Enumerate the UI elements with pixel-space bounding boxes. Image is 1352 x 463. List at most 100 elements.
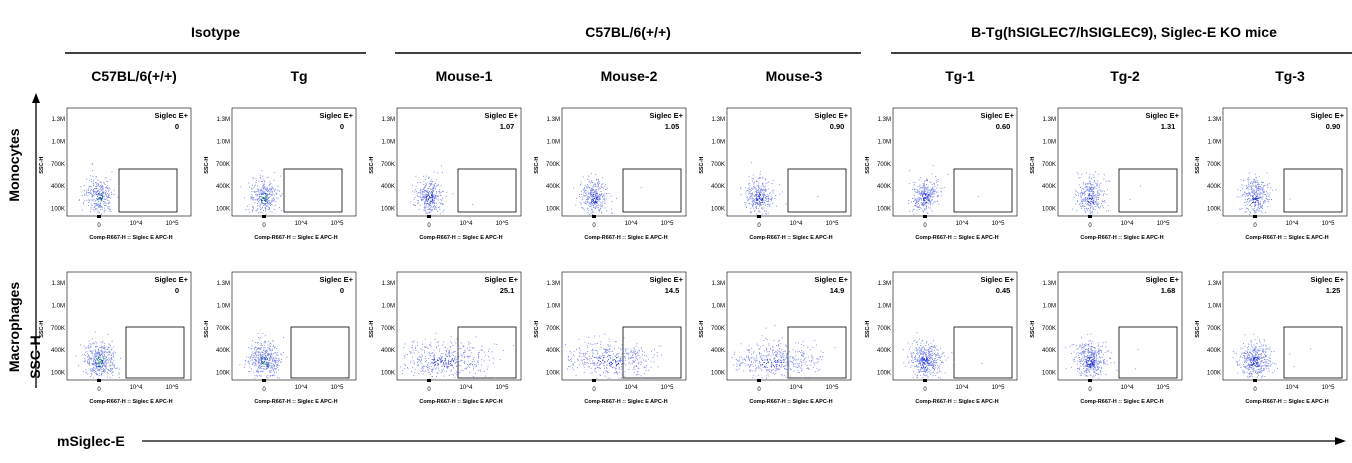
event-dot [273,366,275,368]
event-dot [590,195,592,197]
event-dot [86,351,88,353]
event-dot [639,357,641,359]
event-dot [921,187,923,189]
event-dot [108,360,109,362]
event-dot [254,375,256,377]
event-dot [1250,204,1251,206]
event-dot [260,353,261,355]
event-dot [605,352,607,354]
event-dot [424,196,426,198]
event-dot [784,368,786,370]
event-dot [266,197,268,199]
event-dot [1080,207,1082,209]
event-dot [255,199,256,201]
event-dot [773,361,775,362]
event-dot [1073,196,1075,198]
event-dot [108,369,110,371]
event-dot [90,350,92,352]
event-dot [919,192,921,194]
event-dot [418,209,420,210]
event-dot [753,203,754,205]
event-dot [95,362,96,364]
event-dot [423,197,425,199]
event-dot [424,205,426,207]
event-dot [802,377,804,379]
event-dot [619,359,621,361]
gated-event-dot [654,354,655,356]
event-dot [770,348,771,350]
event-dot [256,374,258,376]
event-dot [763,355,765,357]
event-dot [929,347,931,349]
event-dot [770,200,772,202]
event-dot [430,207,432,209]
event-dot [1092,211,1093,213]
event-dot [264,191,266,193]
event-dot [1095,203,1097,205]
event-dot [414,197,416,199]
event-dot [1086,200,1088,202]
event-dot [108,346,110,348]
event-dot [812,347,814,348]
event-dot [922,358,924,360]
event-dot [740,194,742,196]
event-dot [472,361,473,363]
event-dot [1249,213,1250,215]
event-dot [416,203,418,205]
event-dot [93,370,95,371]
event-dot [594,357,595,358]
event-dot [84,358,86,359]
event-dot [257,190,259,192]
event-dot [106,177,107,179]
event-dot [450,365,452,367]
event-dot [272,367,273,369]
event-dot [1241,195,1243,197]
event-dot [110,357,112,358]
event-dot [834,347,836,349]
y-tick-label: 700K [877,162,891,168]
event-dot [1261,196,1263,198]
event-dot [759,177,760,178]
event-dot [604,200,606,202]
event-dot [608,193,610,194]
event-dot [254,358,255,360]
event-dot [439,202,441,204]
event-dot [1257,182,1258,183]
event-dot [1254,173,1256,175]
event-dot [627,348,629,350]
event-dot [646,365,647,367]
event-dot [457,350,459,352]
event-dot [444,360,446,362]
event-dot [593,184,595,186]
event-dot [1081,192,1083,194]
event-dot [431,196,433,198]
event-dot [436,373,438,374]
event-dot [100,202,101,204]
event-dot [87,359,89,361]
event-dot [808,377,810,378]
event-dot [107,185,108,187]
event-dot [261,200,263,202]
event-dot [1257,190,1259,192]
event-dot [762,203,764,205]
event-dot [913,213,915,215]
x-origin-mark [757,379,761,382]
event-dot [1089,173,1091,175]
event-dot [261,208,263,210]
event-dot [1078,204,1080,205]
event-dot [89,357,91,359]
event-dot [263,200,265,202]
event-dot [433,185,435,187]
y-tick-label: 400K [381,184,395,190]
event-dot [1088,186,1090,188]
event-dot [748,352,750,353]
event-dot [760,365,762,367]
event-dot [425,209,427,211]
event-dot [756,343,758,345]
event-dot [434,187,436,189]
gate-label: Siglec E+ [154,111,188,120]
event-dot [86,195,88,196]
event-dot [274,172,276,173]
event-dot [931,193,933,195]
event-dot [776,356,777,357]
